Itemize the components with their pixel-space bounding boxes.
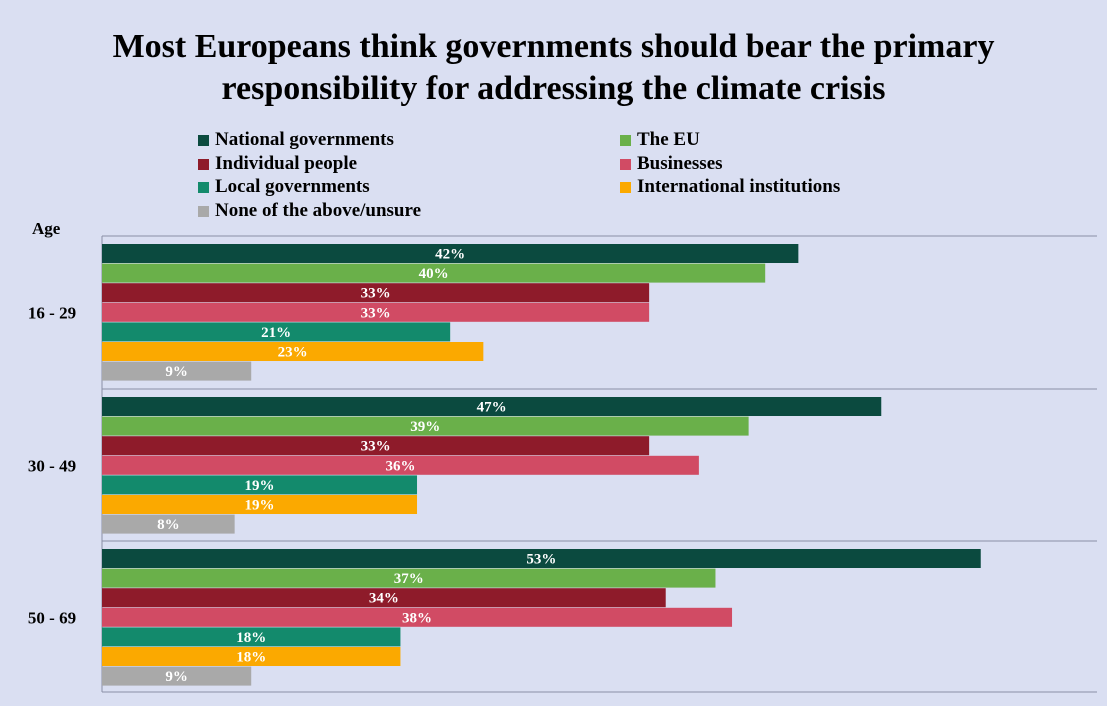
bar-value-label: 19% xyxy=(245,478,275,494)
legend-swatch xyxy=(620,158,631,170)
legend-swatch xyxy=(198,181,209,193)
bar-value-label: 40% xyxy=(419,266,449,282)
bar xyxy=(102,588,666,608)
bar xyxy=(102,549,981,568)
bar-value-label: 9% xyxy=(165,669,188,685)
legend-swatch xyxy=(620,134,631,146)
bar-value-label: 18% xyxy=(236,650,266,666)
bar xyxy=(102,514,235,534)
bar-value-label: 18% xyxy=(236,630,266,646)
bar xyxy=(102,568,716,588)
legend-item-the-eu: The EU xyxy=(620,129,700,151)
bar xyxy=(102,322,451,342)
category-label: 16 - 29 xyxy=(28,304,76,323)
bar-value-label: 19% xyxy=(245,498,275,514)
legend-label: The EU xyxy=(637,129,700,150)
bar xyxy=(102,455,699,475)
category-label: 50 - 69 xyxy=(28,609,76,628)
legend-label: Individual people xyxy=(215,153,358,174)
bar-value-label: 42% xyxy=(435,247,465,263)
bar-value-label: 47% xyxy=(477,400,507,416)
group-axis-title: Age xyxy=(32,219,61,238)
bar xyxy=(102,416,749,436)
chart-title: Most Europeans think governments should … xyxy=(0,26,1107,110)
bar xyxy=(102,607,733,627)
bar xyxy=(102,436,650,456)
legend-label: International institutions xyxy=(637,176,841,197)
bar-value-label: 21% xyxy=(261,325,291,341)
bar xyxy=(102,647,401,666)
bar xyxy=(102,302,650,322)
bar xyxy=(102,342,484,361)
bar xyxy=(102,244,799,263)
legend-label: Local governments xyxy=(215,176,370,197)
bar xyxy=(102,361,252,381)
legend-item-none-of-the-above: None of the above/unsure xyxy=(198,200,421,222)
legend-swatch xyxy=(198,158,209,170)
bar-value-label: 53% xyxy=(526,552,556,568)
bar-value-label: 8% xyxy=(157,517,180,533)
legend-swatch xyxy=(620,181,631,193)
bar xyxy=(102,263,766,283)
bar-value-label: 34% xyxy=(369,591,399,607)
bar-value-label: 9% xyxy=(165,364,188,380)
legend-label: National governments xyxy=(215,129,394,150)
legend-swatch xyxy=(198,134,209,146)
bar xyxy=(102,475,418,495)
legend-label: None of the above/unsure xyxy=(215,200,422,221)
bar-value-label: 33% xyxy=(361,286,391,302)
bar-value-label: 33% xyxy=(361,305,391,321)
bar xyxy=(102,283,650,303)
category-label: 30 - 49 xyxy=(28,457,76,476)
legend-label: Businesses xyxy=(637,153,723,174)
bar-value-label: 37% xyxy=(394,571,424,587)
bar-value-label: 38% xyxy=(402,610,432,626)
bar-value-label: 39% xyxy=(410,419,440,435)
legend-item-individual-people: Individual people xyxy=(198,153,357,175)
legend-item-international-institutions: International institutions xyxy=(620,176,840,198)
bar-value-label: 36% xyxy=(385,458,415,474)
bar-value-label: 23% xyxy=(278,345,308,361)
bar-value-label: 33% xyxy=(361,439,391,455)
legend-item-national-governments: National governments xyxy=(198,129,394,151)
chart-title-line-2: responsibility for addressing the climat… xyxy=(221,70,886,107)
chart-title-line-1: Most Europeans think governments should … xyxy=(112,28,995,65)
legend-item-businesses: Businesses xyxy=(620,153,723,175)
bar xyxy=(102,666,252,686)
legend-item-local-governments: Local governments xyxy=(198,176,370,198)
bar xyxy=(102,495,418,514)
bar xyxy=(102,627,401,647)
legend-swatch xyxy=(198,205,209,217)
bar xyxy=(102,397,882,416)
